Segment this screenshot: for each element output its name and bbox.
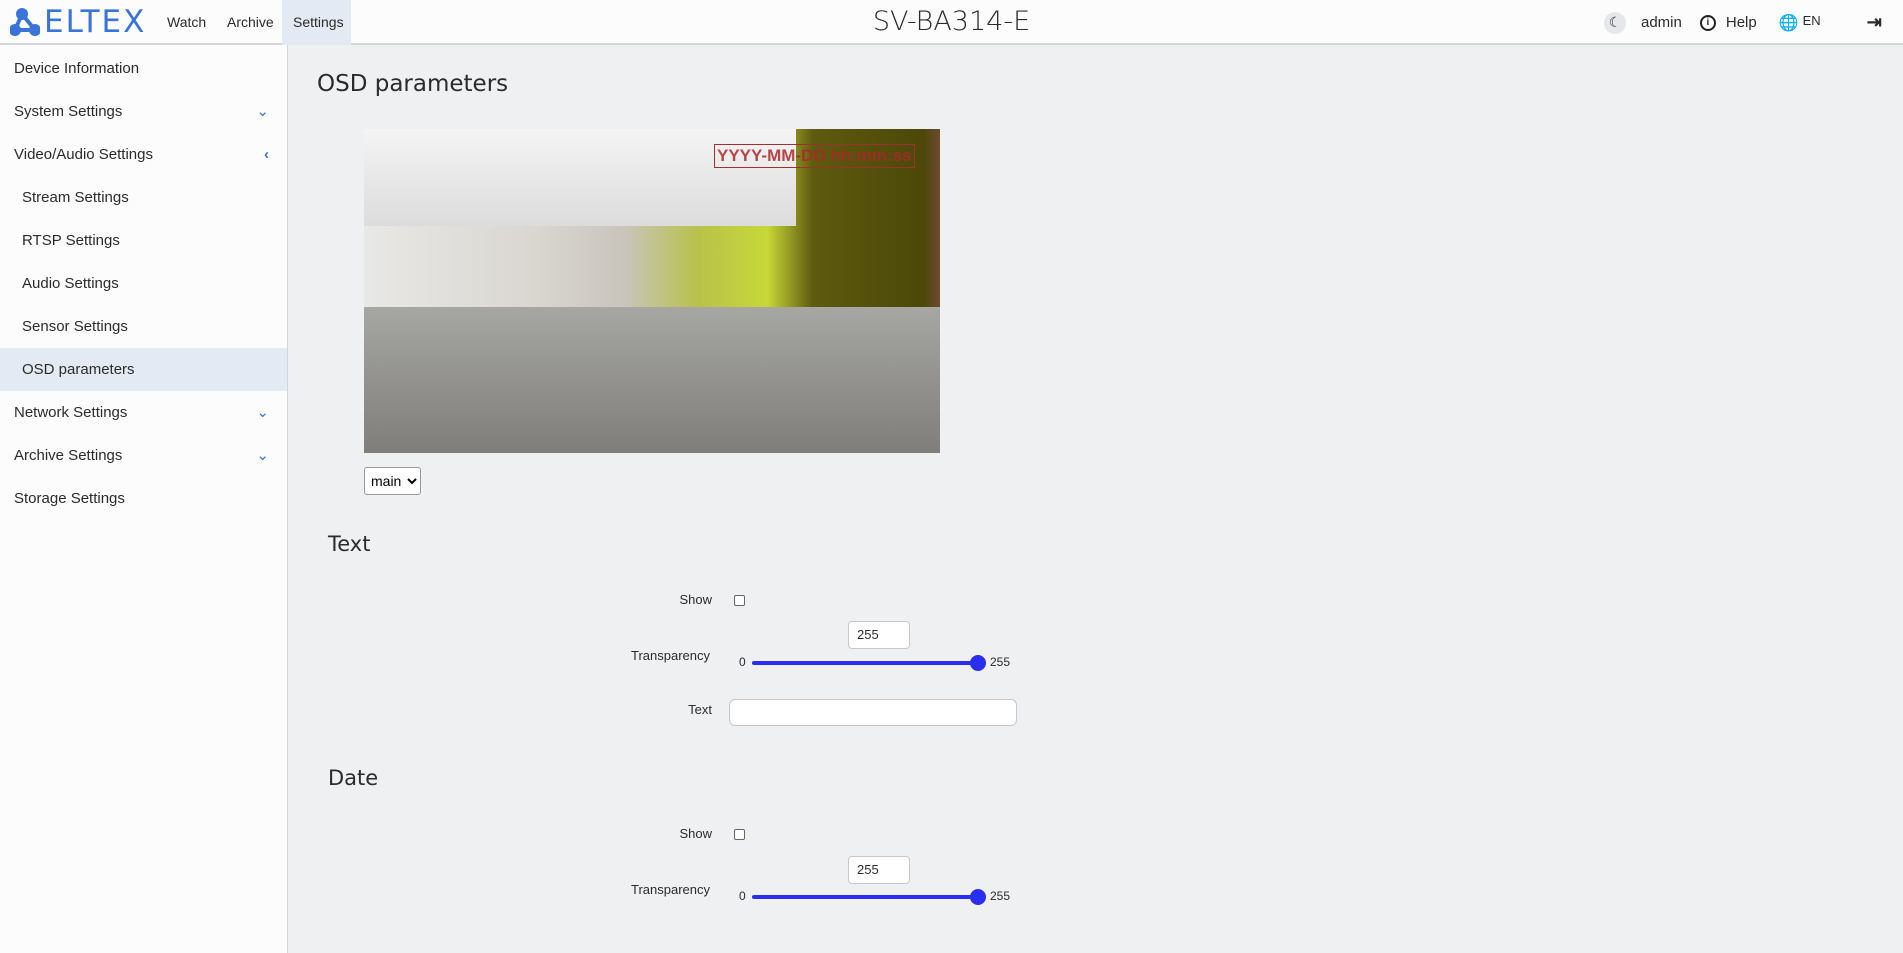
logo-icon: [10, 8, 40, 36]
sidebar-item-label: RTSP Settings: [22, 232, 120, 249]
sidebar-item-video-audio-settings[interactable]: Video/Audio Settings ‹: [0, 133, 287, 176]
sidebar-item-label: Audio Settings: [22, 275, 119, 292]
preview-ceiling: [364, 129, 796, 227]
slider-thumb[interactable]: [970, 889, 986, 905]
sidebar-item-label: Network Settings: [14, 404, 128, 421]
slider-min: 0: [739, 889, 746, 903]
text-transparency-slider[interactable]: [752, 661, 978, 665]
sidebar-item-network-settings[interactable]: Network Settings ⌄: [0, 391, 287, 434]
date-show-label: Show: [679, 826, 712, 841]
chevron-down-icon: ⌄: [256, 447, 269, 464]
camera-preview: YYYY-MM-DD hh:mm:ss: [364, 129, 940, 453]
slider-max: 255: [990, 889, 1011, 903]
text-show-checkbox[interactable]: [734, 595, 745, 606]
user-name[interactable]: admin: [1641, 14, 1682, 31]
sidebar-item-audio-settings[interactable]: Audio Settings: [0, 262, 287, 305]
sidebar-item-sensor-settings[interactable]: Sensor Settings: [0, 305, 287, 348]
brand-name: ELTEX: [44, 4, 147, 40]
page-title: OSD parameters: [317, 71, 509, 97]
help-link[interactable]: Help: [1725, 14, 1757, 31]
sidebar-item-rtsp-settings[interactable]: RTSP Settings: [0, 219, 287, 262]
sidebar-item-stream-settings[interactable]: Stream Settings: [0, 176, 287, 219]
date-transparency-input[interactable]: 255: [848, 856, 910, 884]
sidebar-item-storage-settings[interactable]: Storage Settings: [0, 477, 287, 520]
text-label: Text: [688, 702, 712, 717]
sidebar-item-label: Stream Settings: [22, 189, 129, 206]
logout-icon[interactable]: ⇥: [1866, 12, 1882, 32]
sidebar-item-osd-parameters[interactable]: OSD parameters: [0, 348, 287, 391]
text-transparency-input[interactable]: 255: [848, 621, 910, 649]
main-content: OSD parameters YYYY-MM-DD hh:mm:ss main …: [288, 45, 1903, 953]
chevron-left-icon: ‹: [264, 146, 269, 163]
sidebar-item-archive-settings[interactable]: Archive Settings ⌄: [0, 434, 287, 477]
date-transparency-label: Transparency: [631, 882, 710, 897]
sidebar-item-system-settings[interactable]: System Settings ⌄: [0, 90, 287, 133]
text-section-heading: Text: [328, 532, 371, 556]
nav-watch[interactable]: Watch: [167, 14, 207, 30]
sidebar-item-label: Sensor Settings: [22, 318, 128, 335]
date-transparency-slider[interactable]: [752, 895, 978, 899]
sidebar-item-label: Device Information: [14, 60, 140, 77]
chevron-down-icon: ⌄: [256, 103, 269, 120]
text-input[interactable]: [729, 699, 1017, 726]
text-show-label: Show: [679, 592, 712, 607]
sidebar-item-label: OSD parameters: [22, 361, 135, 378]
sidebar-item-label: Archive Settings: [14, 447, 123, 464]
header: ELTEX Watch Archive Settings SV-BA314-E …: [0, 0, 1903, 45]
info-icon[interactable]: i: [1699, 14, 1716, 31]
nav-settings[interactable]: Settings: [282, 0, 351, 45]
preview-floor: [364, 307, 940, 453]
chevron-down-icon: ⌄: [256, 404, 269, 421]
sidebar-item-label: System Settings: [14, 103, 123, 120]
eltex-logo[interactable]: ELTEX: [10, 4, 147, 40]
theme-toggle-moon-icon[interactable]: ☾: [1604, 11, 1626, 34]
text-transparency-label: Transparency: [631, 648, 710, 663]
sidebar-item-label: Storage Settings: [14, 490, 125, 507]
stream-select[interactable]: main: [364, 467, 421, 495]
nav-archive[interactable]: Archive: [227, 14, 274, 30]
language-selector[interactable]: EN: [1802, 13, 1821, 28]
slider-thumb[interactable]: [970, 655, 986, 671]
date-show-checkbox[interactable]: [734, 829, 745, 840]
slider-min: 0: [739, 655, 746, 669]
globe-icon[interactable]: 🌐: [1778, 14, 1799, 32]
osd-date-overlay[interactable]: YYYY-MM-DD hh:mm:ss: [714, 144, 915, 168]
sidebar-item-device-information[interactable]: Device Information: [0, 47, 287, 90]
sidebar-item-label: Video/Audio Settings: [14, 146, 153, 163]
slider-max: 255: [990, 655, 1011, 669]
date-section-heading: Date: [328, 766, 379, 790]
sidebar: Device Information System Settings ⌄ Vide…: [0, 45, 288, 953]
